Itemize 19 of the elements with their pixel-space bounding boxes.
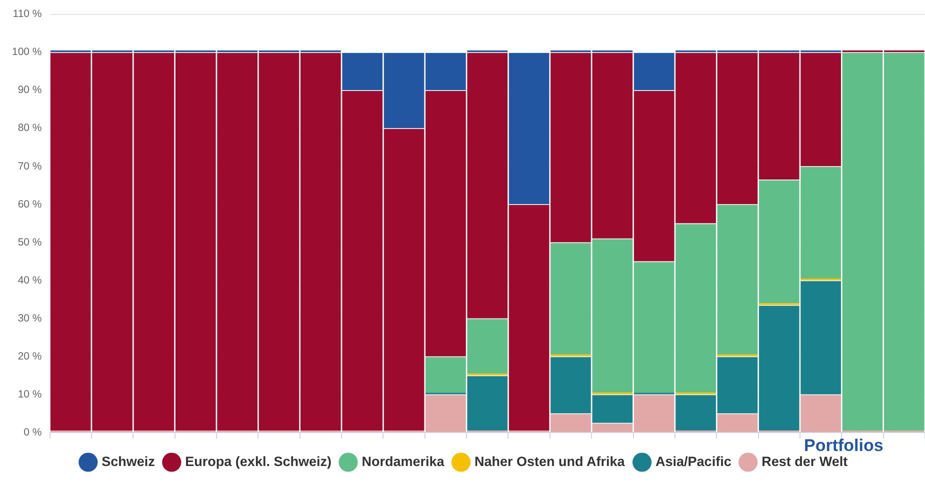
y-tick-label: 10 %	[18, 388, 42, 400]
y-tick-label: 100 %	[12, 46, 42, 58]
legend-label: Nordamerika	[362, 454, 445, 469]
y-tick-label: 50 %	[18, 236, 42, 248]
y-tick-label: 70 %	[18, 160, 42, 172]
x-axis-title: Portfolios	[804, 436, 884, 456]
y-tick-label: 40 %	[18, 274, 42, 286]
y-tick-label: 60 %	[18, 198, 42, 210]
legend-label: Europa (exkl. Schweiz)	[185, 454, 332, 469]
y-tick-label: 0 %	[24, 426, 42, 438]
legend-label: Rest der Welt	[762, 454, 848, 469]
y-tick-label: 20 %	[18, 350, 42, 362]
y-tick-label: 30 %	[18, 312, 42, 324]
legend-label: Schweiz	[102, 454, 156, 469]
y-tick-label: 110 %	[12, 8, 42, 20]
y-tick-label: 80 %	[18, 122, 42, 134]
legend-label: Asia/Pacific	[656, 454, 732, 469]
legend-label: Naher Osten und Afrika	[474, 454, 626, 469]
y-tick-label: 90 %	[18, 84, 42, 96]
